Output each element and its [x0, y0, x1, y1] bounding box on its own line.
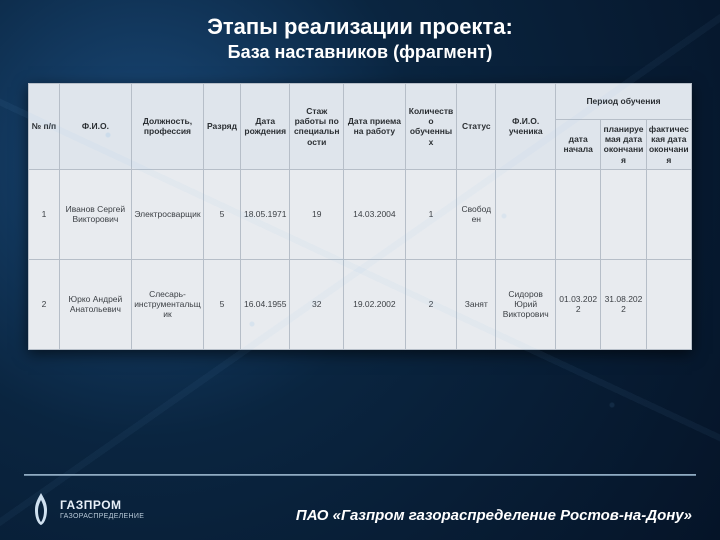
logo-text: ГАЗПРОМ ГАЗОРАСПРЕДЕЛЕНИЕ [60, 499, 144, 520]
col-header-job: Должность, профессия [131, 84, 203, 170]
cell-fio: Иванов Сергей Викторович [59, 169, 131, 259]
cell-status: Занят [457, 259, 496, 349]
cell-pstart [556, 169, 601, 259]
cell-count: 2 [405, 259, 456, 349]
mentors-table-container: № п/п Ф.И.О. Должность, профессия Разряд… [28, 83, 692, 350]
cell-fio: Юрко Андрей Анатольевич [59, 259, 131, 349]
cell-bdate: 18.05.1971 [241, 169, 290, 259]
col-header-period-start: дата начала [556, 120, 601, 170]
col-header-exp: Стаж работы по специальности [290, 84, 344, 170]
cell-count: 1 [405, 169, 456, 259]
cell-status: Свободен [457, 169, 496, 259]
cell-job: Электросварщик [131, 169, 203, 259]
cell-num: 2 [29, 259, 60, 349]
logo-line1: ГАЗПРОМ [60, 499, 144, 511]
col-header-num: № п/п [29, 84, 60, 170]
cell-student [496, 169, 556, 259]
col-header-bdate: Дата рождения [241, 84, 290, 170]
cell-pfact [646, 169, 691, 259]
col-header-count: Количество обученных [405, 84, 456, 170]
col-header-period-plan: планируемая дата окончания [601, 120, 646, 170]
cell-exp: 19 [290, 169, 344, 259]
title-main: Этапы реализации проекта: [20, 14, 700, 40]
cell-pstart: 01.03.2022 [556, 259, 601, 349]
slide-footer: ГАЗПРОМ ГАЗОРАСПРЕДЕЛЕНИЕ ПАО «Газпром г… [0, 462, 720, 540]
title-sub: База наставников (фрагмент) [20, 42, 700, 63]
cell-bdate: 16.04.1955 [241, 259, 290, 349]
cell-job: Слесарь-инструментальщик [131, 259, 203, 349]
footer-divider [24, 474, 696, 476]
cell-student: Сидоров Юрий Викторович [496, 259, 556, 349]
cell-pfact [646, 259, 691, 349]
cell-hire: 14.03.2004 [343, 169, 405, 259]
cell-pplan [601, 169, 646, 259]
col-header-student: Ф.И.О. ученика [496, 84, 556, 170]
cell-rank: 5 [204, 169, 241, 259]
col-header-fio: Ф.И.О. [59, 84, 131, 170]
col-header-hire: Дата приема на работу [343, 84, 405, 170]
cell-num: 1 [29, 169, 60, 259]
cell-exp: 32 [290, 259, 344, 349]
col-header-period: Период обучения [556, 84, 692, 120]
mentors-table: № п/п Ф.И.О. Должность, профессия Разряд… [28, 83, 692, 350]
footer-company: ПАО «Газпром газораспределение Ростов-на… [296, 507, 692, 524]
flame-icon [28, 492, 54, 526]
col-header-rank: Разряд [204, 84, 241, 170]
cell-pplan: 31.08.2022 [601, 259, 646, 349]
slide-title-block: Этапы реализации проекта: База наставник… [0, 0, 720, 71]
table-row: 1 Иванов Сергей Викторович Электросварщи… [29, 169, 692, 259]
logo-line2: ГАЗОРАСПРЕДЕЛЕНИЕ [60, 513, 144, 520]
table-row: 2 Юрко Андрей Анатольевич Слесарь-инстру… [29, 259, 692, 349]
cell-hire: 19.02.2002 [343, 259, 405, 349]
cell-rank: 5 [204, 259, 241, 349]
gazprom-logo: ГАЗПРОМ ГАЗОРАСПРЕДЕЛЕНИЕ [28, 492, 144, 526]
col-header-period-fact: фактическая дата окончания [646, 120, 691, 170]
col-header-status: Статус [457, 84, 496, 170]
